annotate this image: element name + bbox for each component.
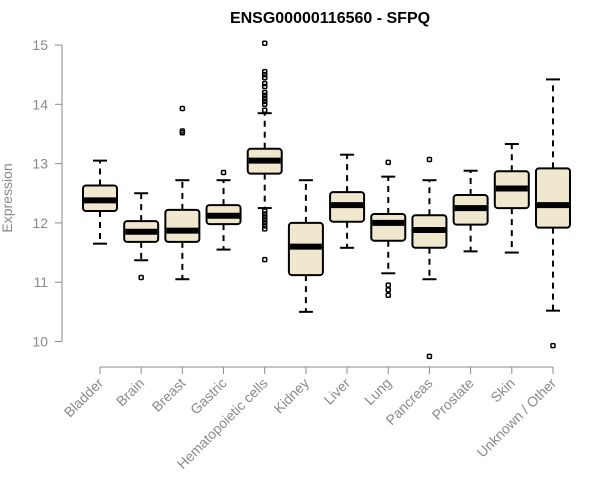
outlier-point bbox=[261, 68, 268, 75]
outlier-point bbox=[385, 287, 392, 293]
outlier-point bbox=[261, 220, 268, 226]
box-iqr bbox=[370, 213, 407, 242]
x-tick-label: Prostate bbox=[429, 375, 477, 423]
outlier-point bbox=[261, 101, 268, 108]
outlier-point bbox=[261, 211, 268, 217]
outlier-point bbox=[261, 89, 268, 96]
box-group bbox=[164, 105, 201, 281]
x-tick-label: Lung bbox=[361, 375, 394, 408]
outlier-point bbox=[261, 74, 268, 81]
outlier-point bbox=[385, 159, 392, 166]
outlier-point bbox=[426, 156, 433, 163]
x-tick-label: Brain bbox=[113, 375, 147, 409]
outlier-point bbox=[261, 71, 268, 78]
box-group bbox=[287, 179, 324, 313]
box-group bbox=[370, 159, 407, 298]
outlier-point bbox=[261, 80, 268, 87]
outlier-point bbox=[261, 217, 268, 223]
outlier-point bbox=[261, 256, 268, 263]
y-tick-label: 11 bbox=[33, 274, 48, 290]
y-tick-label: 10 bbox=[32, 334, 48, 350]
y-tick-label: 14 bbox=[32, 96, 48, 112]
outlier-point bbox=[138, 274, 144, 281]
chart-title: ENSG00000116560 - SFPQ bbox=[230, 10, 430, 27]
outlier-point bbox=[261, 214, 268, 220]
box-group bbox=[246, 40, 283, 263]
box-iqr bbox=[164, 208, 201, 243]
outlier-point bbox=[385, 292, 392, 298]
outlier-point bbox=[261, 208, 268, 214]
outlier-point bbox=[261, 95, 268, 102]
outlier-point bbox=[261, 107, 268, 113]
outlier-point bbox=[426, 353, 433, 360]
box-group bbox=[329, 153, 366, 249]
x-tick-label: Breast bbox=[149, 375, 189, 415]
box-group bbox=[534, 78, 571, 349]
outlier-point bbox=[261, 40, 268, 46]
box-group bbox=[452, 169, 489, 253]
outlier-point bbox=[179, 105, 186, 112]
box-iqr bbox=[534, 167, 571, 229]
box-group bbox=[82, 159, 118, 245]
y-tick-label: 13 bbox=[32, 156, 48, 172]
box-group bbox=[493, 143, 530, 254]
box-group bbox=[123, 192, 160, 281]
outlier-point bbox=[220, 169, 227, 176]
x-tick-label: Skin bbox=[487, 375, 518, 406]
y-axis-label: Expression bbox=[0, 163, 15, 232]
y-tick-label: 12 bbox=[32, 215, 48, 231]
outlier-point bbox=[179, 128, 186, 134]
outlier-point bbox=[261, 226, 268, 232]
x-tick-label: Bladder bbox=[61, 375, 107, 421]
boxes-layer bbox=[82, 40, 571, 360]
outlier-point bbox=[550, 342, 556, 349]
y-axis: 10 11 12 13 14 15 bbox=[32, 37, 63, 350]
x-tick-label: Liver bbox=[320, 375, 353, 408]
x-tick-label: Kidney bbox=[270, 375, 312, 417]
outlier-point bbox=[261, 98, 268, 105]
outlier-point bbox=[261, 83, 268, 90]
outlier-point bbox=[385, 282, 392, 288]
y-tick-label: 15 bbox=[32, 37, 48, 53]
box-group bbox=[411, 156, 448, 360]
box-group bbox=[205, 169, 242, 251]
outlier-point bbox=[261, 223, 268, 229]
outlier-point bbox=[261, 92, 268, 99]
